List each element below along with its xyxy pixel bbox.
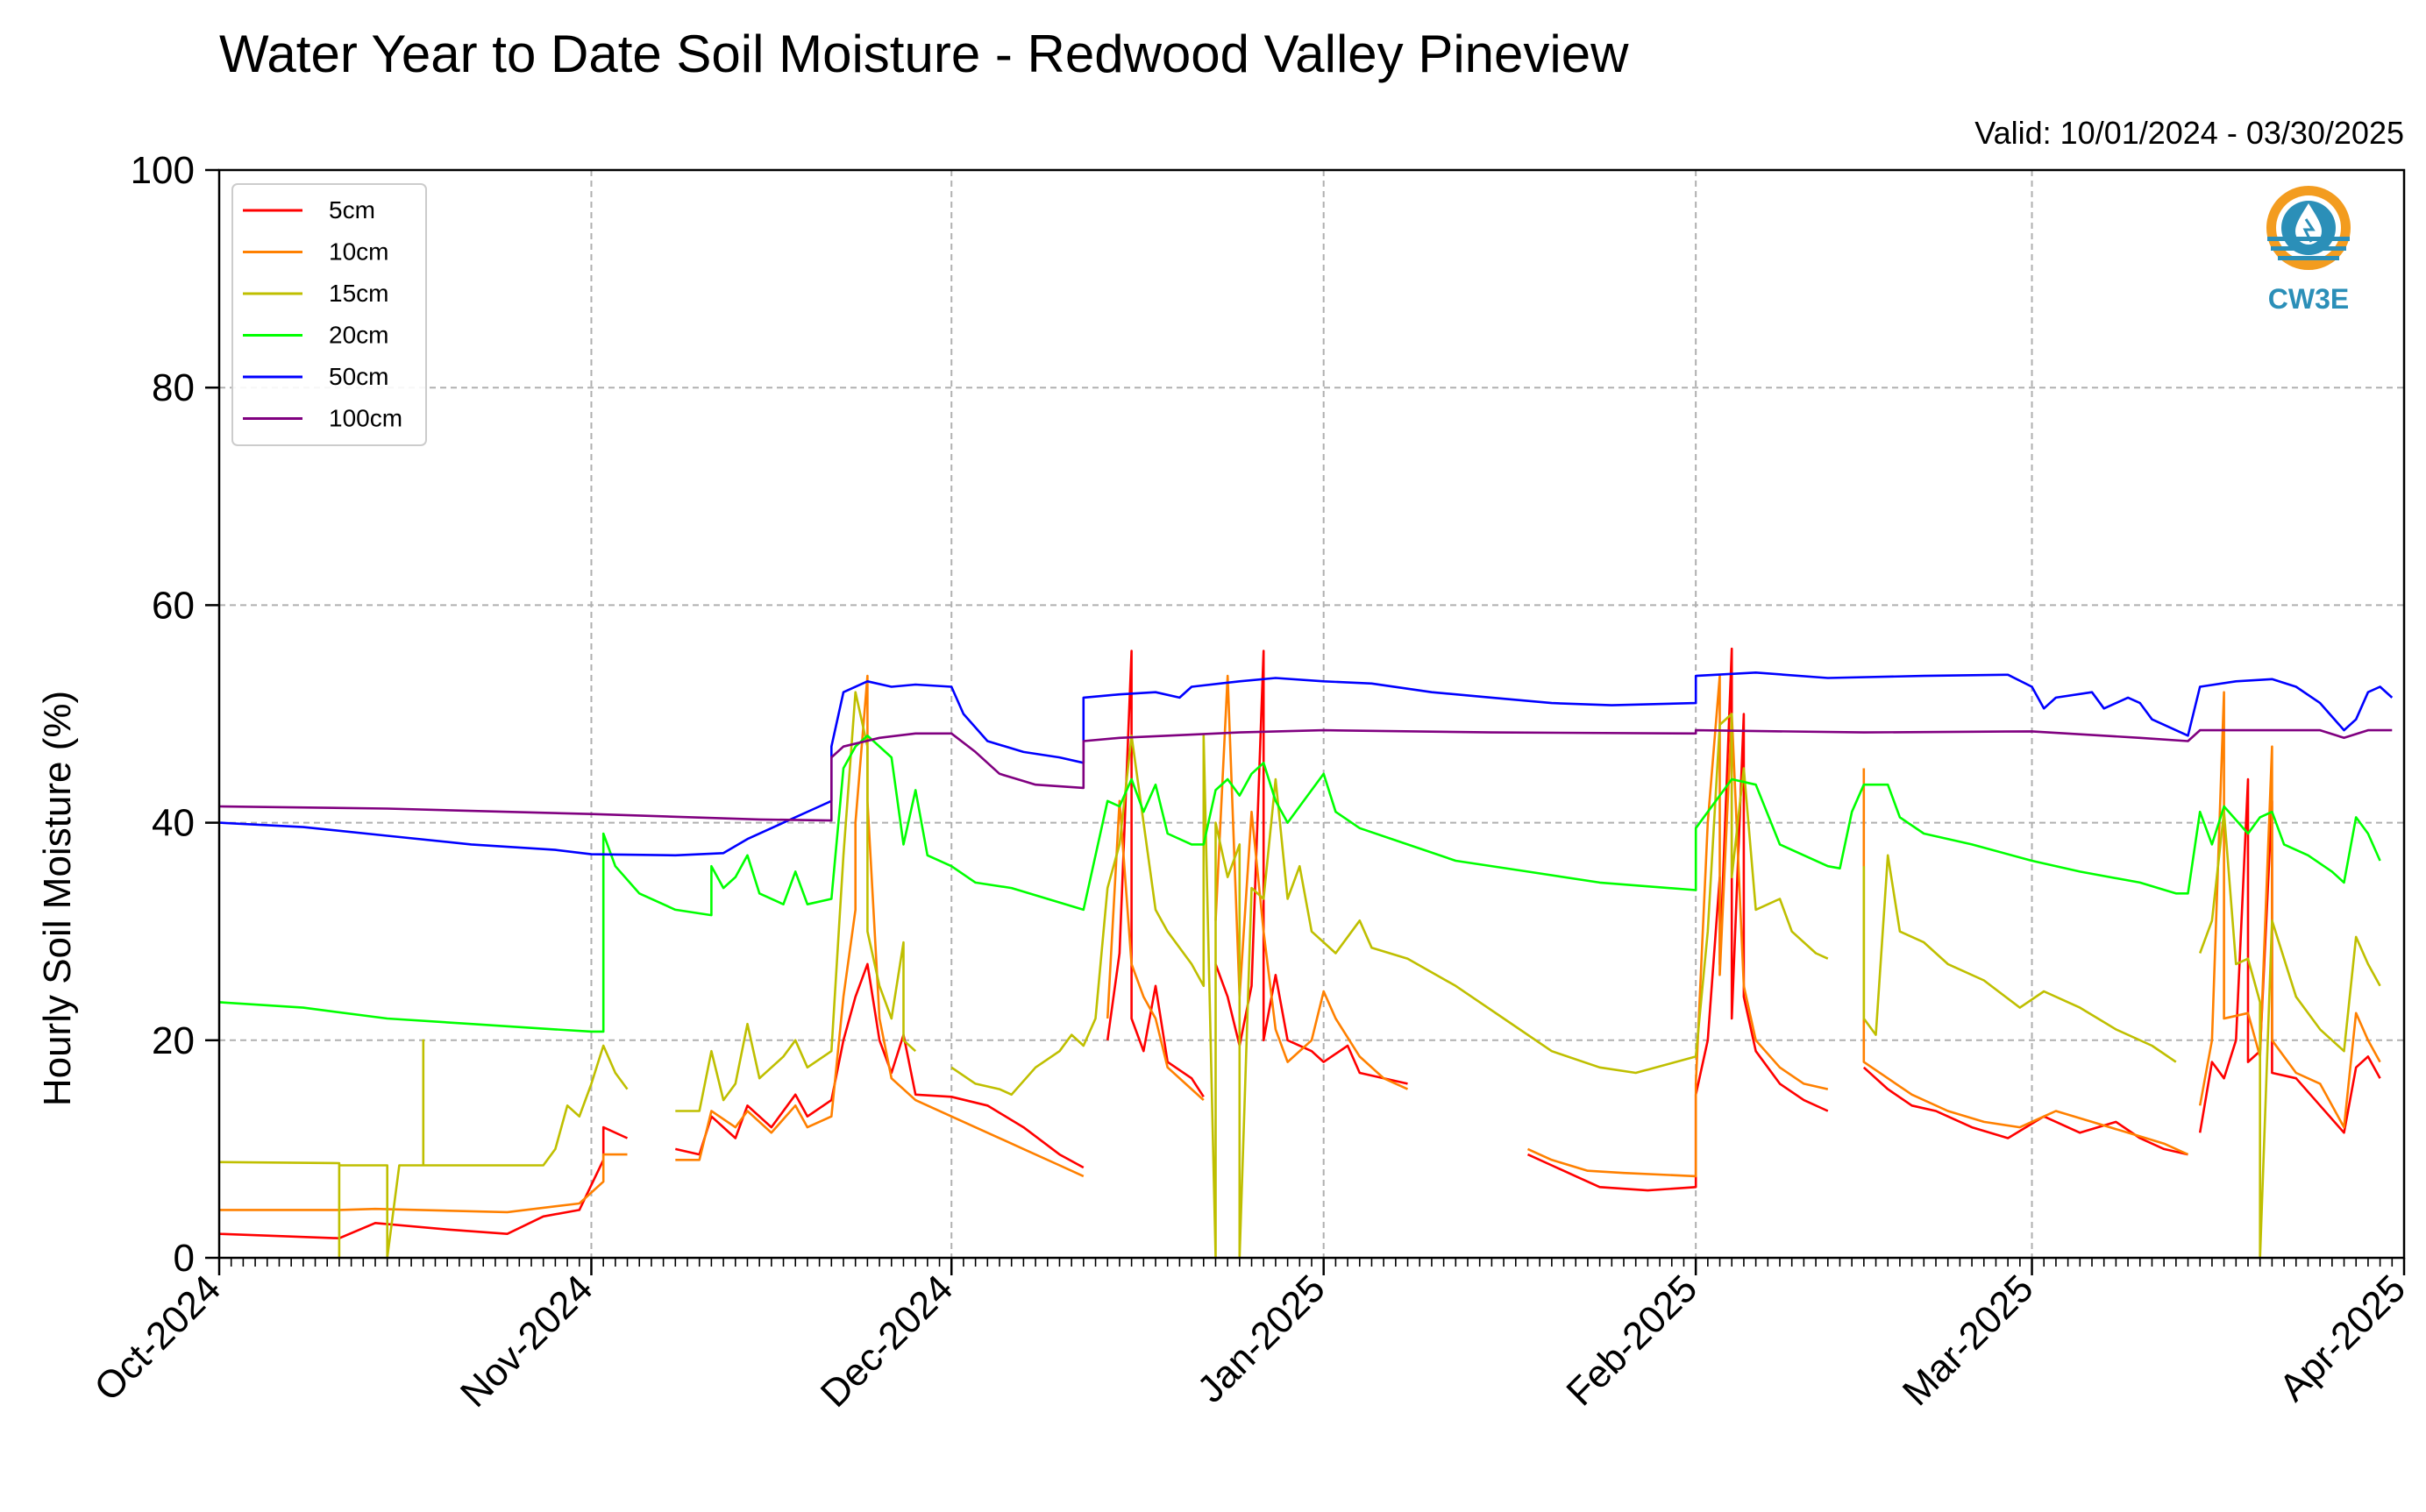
legend-label: 5cm — [329, 196, 375, 224]
y-tick-label: 40 — [152, 802, 195, 845]
x-tick-label: Feb-2025 — [1558, 1267, 1705, 1414]
cw3e-logo: CW3E — [2266, 186, 2351, 315]
legend-label: 50cm — [329, 363, 388, 390]
legend-label: 15cm — [329, 280, 388, 307]
y-axis-label: Hourly Soil Moisture (%) — [36, 691, 79, 1106]
series-line-50cm — [218, 671, 2394, 857]
y-tick-label: 0 — [174, 1237, 195, 1280]
legend-label: 20cm — [329, 322, 388, 349]
x-tick-label: Jan-2025 — [1189, 1267, 1333, 1410]
series-line-15cm — [218, 691, 2381, 1260]
series-line-100cm — [218, 728, 2393, 822]
y-tick-label: 100 — [131, 149, 195, 192]
plot-frame — [217, 168, 2406, 1260]
gridlines — [218, 169, 2405, 1259]
x-tick-label: Mar-2025 — [1895, 1267, 2042, 1414]
y-tick-label: 20 — [152, 1019, 195, 1062]
chart-subtitle: Valid: 10/01/2024 - 03/30/2025 — [1974, 115, 2404, 151]
y-tick-label: 60 — [152, 584, 195, 627]
series-line-5cm — [218, 647, 2381, 1239]
legend: 5cm 10cm 15cm 20cm 50cm 100cm — [231, 183, 427, 446]
x-tick-label: Oct-2024 — [86, 1267, 229, 1409]
cw3e-logo-text: CW3E — [2268, 283, 2349, 315]
cw3e-emblem-icon — [2266, 186, 2351, 270]
y-tick-label: 80 — [152, 366, 195, 409]
x-tick-label: Apr-2025 — [2271, 1267, 2414, 1409]
legend-box — [231, 183, 427, 446]
axes: 0 20 40 60 80 100 Oct-2024 Nov-2024 Dec-2024 Jan-… — [86, 149, 2414, 1416]
series-lines — [218, 647, 2394, 1260]
x-tick-label: Nov-2024 — [452, 1267, 601, 1416]
legend-label: 10cm — [329, 238, 388, 266]
x-tick-label: Dec-2024 — [813, 1267, 962, 1416]
series-line-20cm — [218, 735, 2381, 1033]
series-line-10cm — [219, 674, 2381, 1214]
chart-title: Water Year to Date Soil Moisture - Redwo… — [219, 25, 1629, 83]
legend-label: 100cm — [329, 405, 402, 432]
